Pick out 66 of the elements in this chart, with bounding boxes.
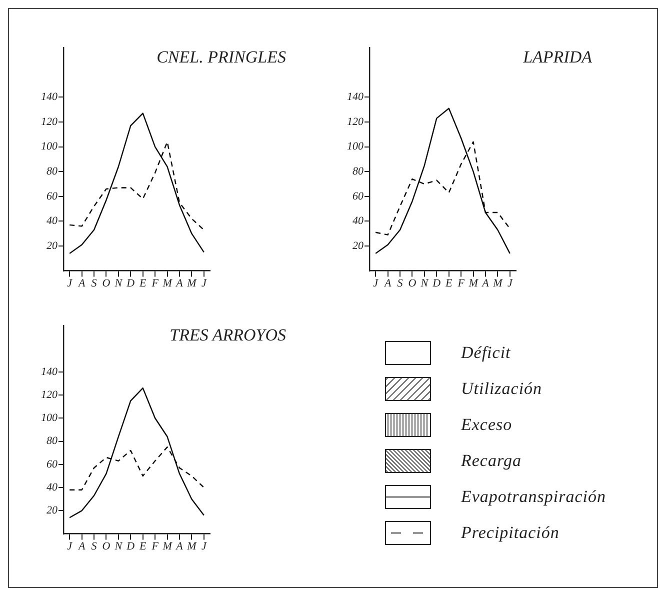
x-tick-label: E [138,540,146,552]
text: LAPRIDA [522,48,593,67]
x-tick-label: M [162,277,173,290]
x-tick-label: N [114,277,123,290]
x-tick-label: J [373,277,380,290]
y-tick-label: 40 [46,481,58,494]
x-tick-label: A [77,540,86,552]
y-tick-label: 60 [46,190,58,202]
y-tick-label: 20 [46,240,58,252]
y-tick-label: 100 [347,140,364,153]
x-tick-label: S [91,277,98,290]
chart-title: CNEL. PRINGLES [156,48,286,67]
x-tick-label: M [162,540,173,552]
y-tick-label: 120 [41,388,58,401]
x-tick-label: M [186,540,198,552]
x-tick-label: N [420,277,429,290]
x-tick-label: F [456,277,465,290]
y-tick-label: 40 [46,215,58,228]
text: Recarga [461,451,522,471]
x-tick-label: J [67,540,74,552]
chart-title: TRES ARROYOS [170,326,286,345]
x-tick-label: J [507,277,514,290]
x-tick-label: E [444,277,452,290]
y-tick-label: 60 [352,190,364,202]
y-tick-label: 140 [41,91,58,104]
y-tick-label: 80 [352,165,364,178]
x-tick-label: E [138,277,146,290]
text: Exceso [461,415,512,435]
x-tick-label: S [91,540,98,552]
x-tick-label: J [201,540,208,552]
y-tick-label: 100 [41,140,58,153]
x-tick-label: N [114,540,123,552]
text: Déficit [461,343,511,363]
x-tick-label: D [432,277,441,290]
y-tick-label: 140 [41,366,58,378]
x-tick-label: M [468,277,479,290]
y-tick-label: 40 [352,215,364,228]
x-tick-label: O [102,540,110,552]
x-tick-label: O [408,277,416,290]
text: Precipitación [461,523,560,543]
y-tick-label: 80 [46,435,58,448]
x-tick-label: O [102,277,110,290]
x-tick-label: M [186,277,198,290]
x-tick-label: A [383,277,392,290]
y-tick-label: 120 [41,116,58,128]
x-tick-label: D [126,277,135,290]
x-tick-label: S [397,277,404,290]
y-tick-label: 80 [46,165,58,178]
x-tick-label: F [150,540,159,552]
text: Evapotranspiración [461,487,606,507]
y-tick-label: 100 [41,412,58,424]
x-tick-label: J [201,277,208,290]
y-tick-label: 120 [347,116,364,128]
x-tick-label: A [481,277,490,290]
text: Utilización [461,379,542,399]
x-tick-label: A [175,277,184,290]
x-tick-label: A [175,540,184,552]
y-tick-label: 20 [46,504,58,517]
x-tick-label: F [150,277,159,290]
y-tick-label: 60 [46,458,58,470]
x-tick-label: A [77,277,86,290]
x-tick-label: J [67,277,74,290]
y-tick-label: 20 [352,240,364,252]
y-tick-label: 140 [347,91,364,104]
x-tick-label: M [492,277,504,290]
x-tick-label: D [126,540,135,552]
